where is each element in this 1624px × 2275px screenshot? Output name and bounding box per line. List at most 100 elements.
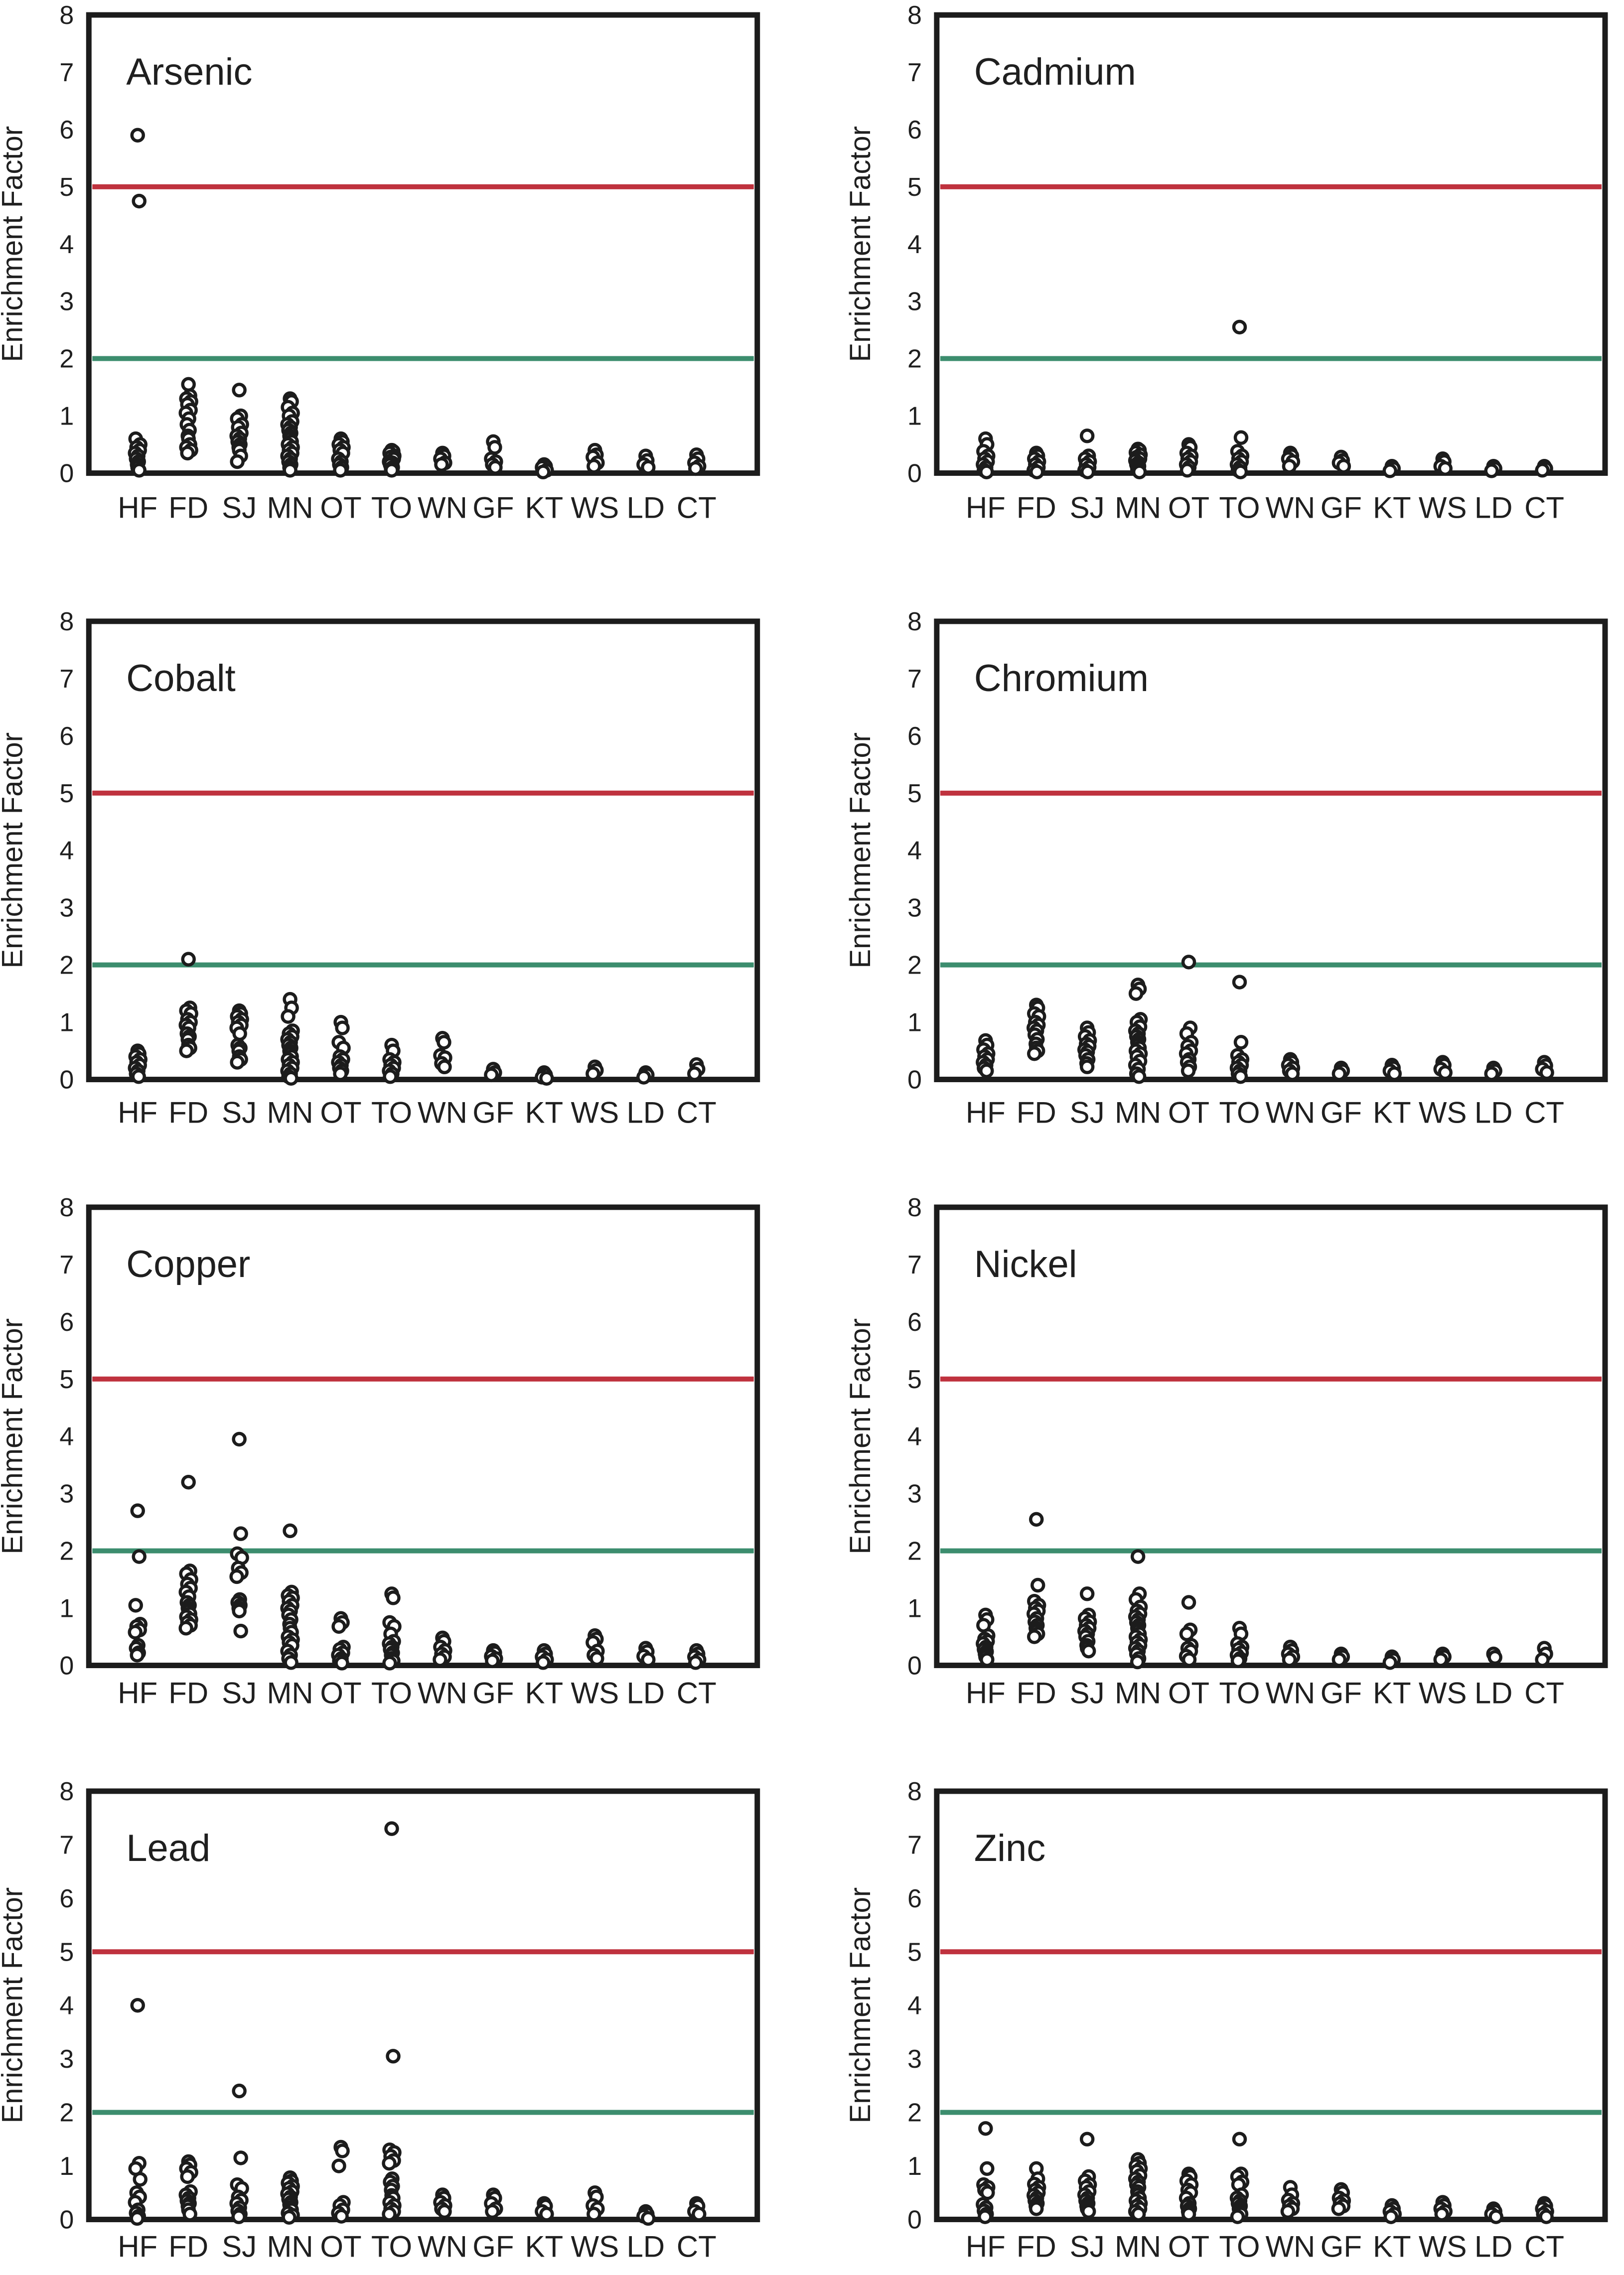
x-tick-label: GF <box>472 1096 514 1129</box>
x-tick-label: KT <box>1373 1096 1411 1129</box>
data-point <box>1181 954 1196 970</box>
data-point <box>1030 1577 1045 1593</box>
data-point <box>1179 1626 1194 1641</box>
data-point <box>334 1656 349 1671</box>
x-tick-label: OT <box>320 2230 361 2263</box>
y-tick-label: 1 <box>59 402 74 431</box>
x-tick-label: WS <box>1419 1096 1467 1129</box>
y-tick-label: 3 <box>59 2045 74 2074</box>
x-tick-label: FD <box>1017 1676 1056 1709</box>
data-point <box>233 1526 248 1541</box>
y-tick-label: 5 <box>907 1365 922 1394</box>
data-point <box>1387 1066 1402 1081</box>
y-tick-label: 6 <box>59 116 74 144</box>
data-point <box>1180 463 1195 478</box>
y-axis-title: Enrichment Factor <box>845 126 877 362</box>
data-point <box>587 2206 601 2222</box>
x-tick-label: WS <box>571 1096 619 1129</box>
x-tick-label: KT <box>1373 491 1411 524</box>
data-point <box>434 457 449 472</box>
y-tick-label: 5 <box>59 779 74 808</box>
data-point <box>1285 1066 1300 1081</box>
data-point <box>688 1655 703 1670</box>
data-point <box>1336 458 1351 474</box>
data-point <box>488 460 503 475</box>
chart-panel-lead: 0 1 2 3 4 5 6 7 8 Enrichment Factor Lead HF FD SJ MN OT… <box>0 1706 812 2275</box>
chart-panel-chromium: 0 1 2 3 4 5 6 7 8 Enrichment Factor Chromium HF FD SJ… <box>812 569 1624 1138</box>
data-point <box>1079 428 1095 443</box>
data-point <box>1230 1653 1246 1668</box>
data-point <box>1433 1652 1448 1667</box>
x-tick-label: CT <box>677 1096 717 1129</box>
y-tick-label: 1 <box>59 2152 74 2181</box>
y-tick-label: 7 <box>59 1251 74 1280</box>
y-tick-label: 5 <box>59 1365 74 1394</box>
y-tick-label: 8 <box>59 607 74 636</box>
data-point <box>1230 2209 1245 2224</box>
chart-title: Cadmium <box>974 51 1136 93</box>
data-point <box>132 463 147 478</box>
data-point <box>1130 1549 1146 1564</box>
y-tick-label: 6 <box>59 1308 74 1337</box>
data-point <box>1181 1063 1196 1078</box>
x-tick-label: OT <box>1168 1676 1209 1709</box>
data-point <box>1535 463 1550 478</box>
data-point <box>1331 2201 1346 2216</box>
x-tick-label: GF <box>472 1677 514 1710</box>
data-point <box>1130 1654 1145 1670</box>
chart-title: Zinc <box>974 1827 1045 1869</box>
chart-title: Chromium <box>974 657 1149 699</box>
data-point <box>233 1623 248 1639</box>
y-tick-label: 8 <box>907 607 922 636</box>
data-point <box>980 1652 995 1667</box>
x-tick-label: KT <box>525 491 564 525</box>
chart-zinc: 0 1 2 3 4 5 6 7 8 Enrichment Factor Zinc HF FD SJ MN OT… <box>845 1777 1608 2263</box>
y-tick-label: 8 <box>59 1 74 30</box>
y-tick-label: 7 <box>907 58 922 87</box>
x-tick-label: CT <box>1524 1676 1564 1709</box>
data-point <box>587 459 601 474</box>
data-point <box>131 1069 146 1084</box>
y-tick-label: 6 <box>59 1884 74 1913</box>
chart-cadmium: 0 1 2 3 4 5 6 7 8 Enrichment Factor Cadmium HF FD SJ M… <box>845 1 1608 524</box>
y-tick-label: 2 <box>59 345 74 374</box>
x-tick-label: FD <box>1017 2230 1056 2263</box>
data-point <box>283 1523 297 1539</box>
data-point <box>1484 463 1499 478</box>
y-tick-label: 5 <box>59 1938 74 1967</box>
data-point <box>433 1652 447 1667</box>
data-point <box>590 1651 604 1666</box>
y-tick-label: 4 <box>59 1422 74 1451</box>
data-point <box>282 2210 296 2225</box>
data-point <box>232 1026 247 1041</box>
x-tick-label: WS <box>1419 1676 1467 1709</box>
x-tick-label: FD <box>168 1096 208 1129</box>
plot-frame <box>934 1204 1608 1668</box>
x-tick-label: MN <box>1115 491 1161 524</box>
chart-copper: 0 1 2 3 4 5 6 7 8 Enrichment Factor Copper HF FD SJ MN… <box>0 1193 760 1710</box>
x-tick-label: WN <box>1265 491 1315 524</box>
data-point <box>1181 2206 1196 2221</box>
chart-panel-cobalt: 0 1 2 3 4 5 6 7 8 Enrichment Factor Cobalt HF FD SJ MN… <box>0 569 812 1138</box>
x-tick-label: CT <box>677 491 717 525</box>
chart-panel-copper: 0 1 2 3 4 5 6 7 8 Enrichment Factor Copper HF FD SJ MN… <box>0 1138 812 1710</box>
x-tick-label: HF <box>966 1676 1006 1709</box>
data-point <box>232 383 247 398</box>
data-point <box>130 2211 145 2226</box>
x-tick-label: KT <box>525 2230 564 2263</box>
y-tick-label: 0 <box>59 1652 74 1681</box>
data-point <box>1331 1066 1347 1081</box>
x-tick-label: OT <box>1168 491 1209 524</box>
data-point <box>978 2209 993 2224</box>
x-tick-label: WN <box>1265 1096 1315 1129</box>
x-tick-label: MN <box>267 1677 313 1710</box>
x-tick-label: WS <box>571 1677 619 1710</box>
y-tick-label: 3 <box>59 1480 74 1509</box>
data-point <box>1438 461 1453 476</box>
data-point <box>334 2208 349 2224</box>
data-point <box>284 1071 298 1086</box>
data-point <box>130 1648 145 1663</box>
x-tick-label: GF <box>1321 1096 1362 1129</box>
data-point <box>1029 2201 1044 2216</box>
data-point <box>178 1621 193 1636</box>
